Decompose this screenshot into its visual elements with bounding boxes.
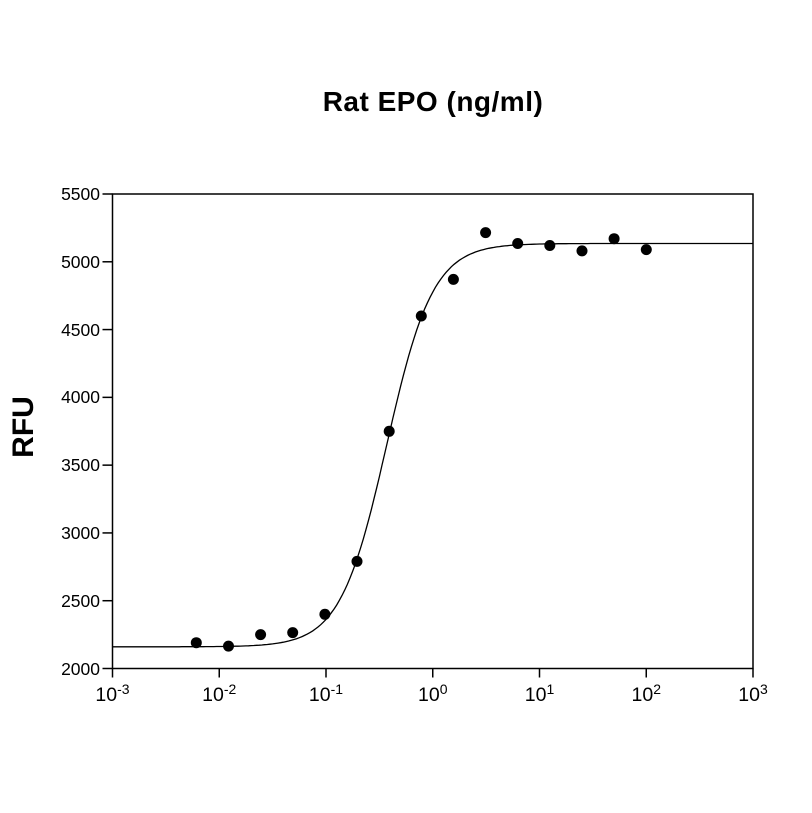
x-tick-base: 10 (738, 684, 760, 706)
y-tick-label: 5500 (61, 184, 100, 204)
x-tick-exponent: -3 (117, 681, 130, 697)
y-tick-label: 4000 (61, 387, 100, 408)
x-tick-exponent: 2 (653, 681, 661, 697)
data-point (415, 310, 427, 322)
x-tick-base: 10 (418, 684, 440, 706)
data-point (544, 240, 556, 251)
data-point (608, 233, 620, 245)
y-tick-label: 3500 (61, 455, 100, 476)
y-tick-label: 4500 (61, 319, 100, 340)
data-point (223, 640, 234, 652)
data-point (351, 555, 363, 567)
x-tick-label: 10-3 (73, 682, 153, 708)
data-point (576, 245, 588, 257)
x-tick-exponent: -2 (223, 681, 237, 697)
x-tick-label: 102 (606, 682, 686, 708)
x-tick-label: 10-2 (179, 682, 259, 708)
x-tick-base: 10 (524, 684, 547, 706)
x-tick-base: 10 (202, 684, 224, 706)
x-tick-exponent: 3 (759, 681, 768, 697)
x-tick-label: 103 (713, 682, 793, 708)
x-tick-exponent: 1 (546, 681, 555, 697)
y-tick-label: 5000 (61, 251, 100, 272)
x-tick-exponent: 0 (439, 681, 448, 697)
plot-frame (111, 193, 754, 670)
x-tick-exponent: -1 (330, 681, 344, 697)
chart-title: Rat EPO (ng/ml) (322, 86, 544, 117)
y-tick-label: 2000 (61, 658, 100, 679)
data-point (640, 244, 652, 256)
data-point (512, 238, 524, 249)
data-point (255, 629, 267, 641)
data-point (319, 608, 331, 620)
x-tick-base: 10 (95, 684, 118, 706)
data-point (447, 273, 459, 285)
data-point (480, 227, 492, 239)
x-tick-label: 100 (393, 682, 473, 708)
y-tick-label: 3000 (61, 522, 100, 543)
x-tick-label: 101 (500, 682, 580, 708)
x-tick-base: 10 (631, 684, 654, 706)
x-tick-label: 10-1 (286, 682, 366, 708)
y-tick-label: 2500 (61, 590, 100, 611)
data-point (190, 637, 202, 649)
x-tick-base: 10 (308, 684, 331, 706)
data-point (287, 627, 299, 639)
data-point (383, 425, 395, 437)
fit-curve (112, 242, 753, 648)
